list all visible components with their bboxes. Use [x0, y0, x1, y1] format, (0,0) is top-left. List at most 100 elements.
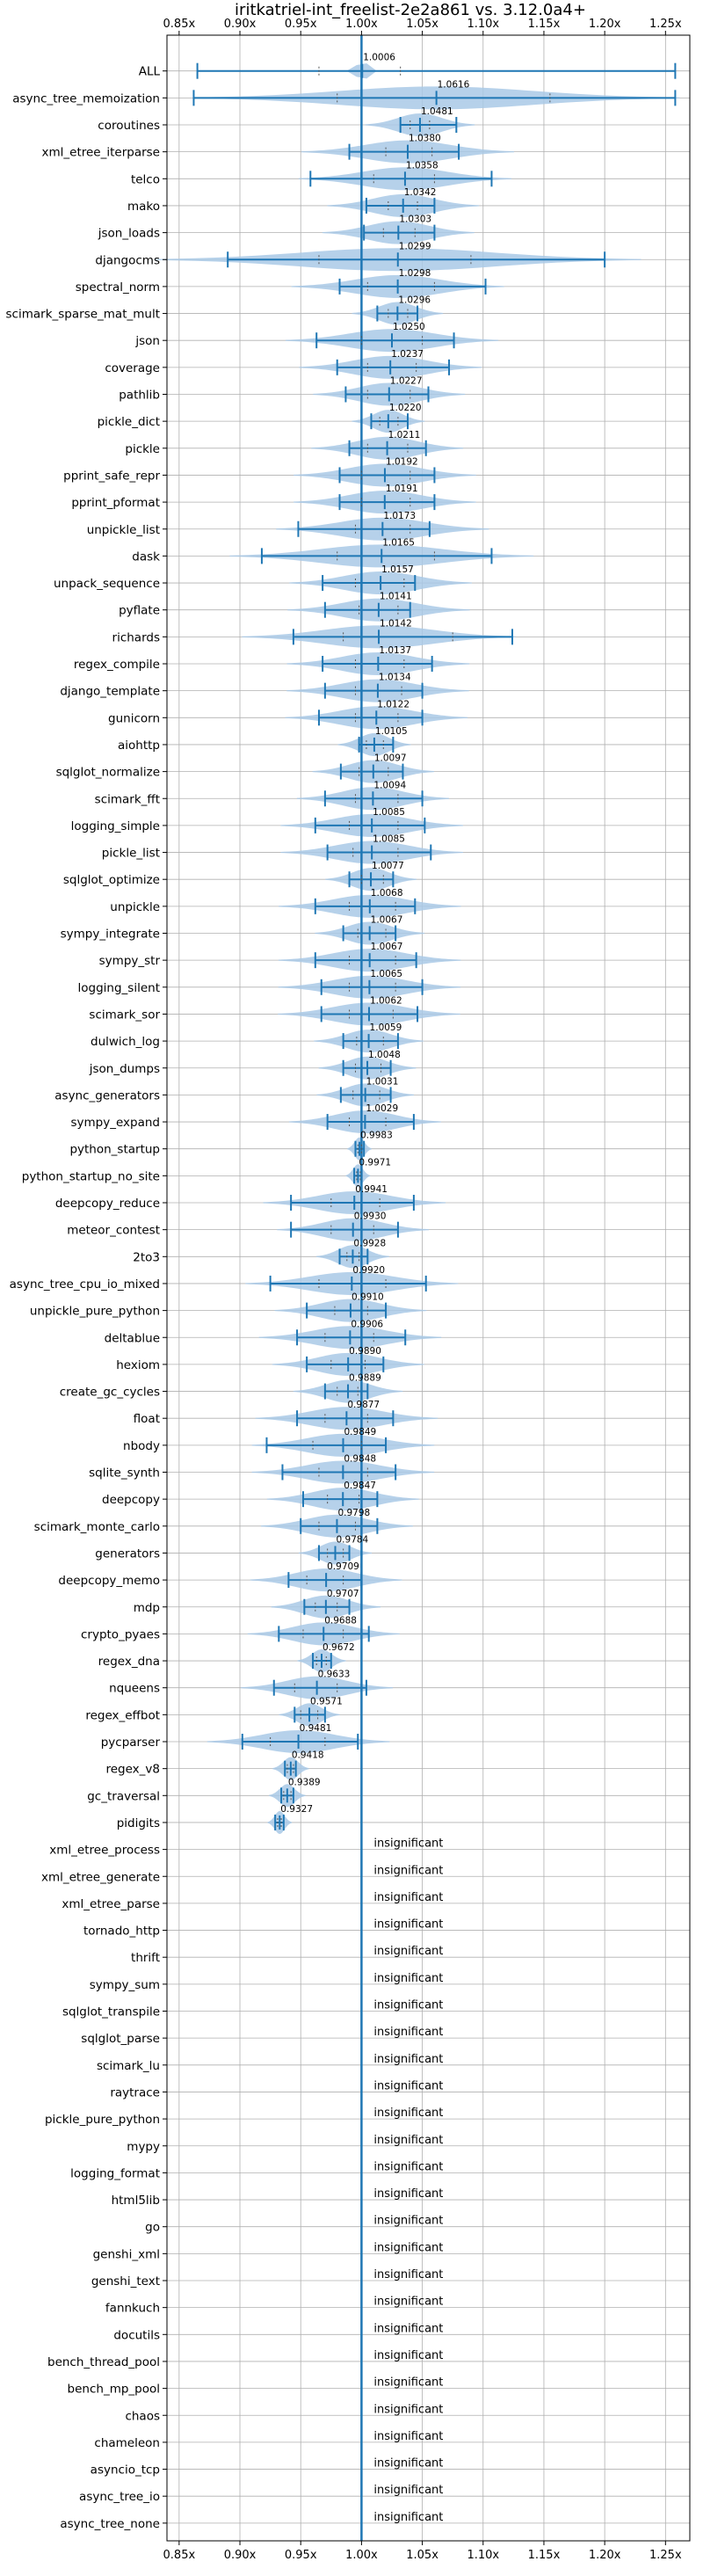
benchmark-label: chameleon — [94, 2436, 160, 2450]
insignificant-label: insignificant — [373, 2134, 443, 2147]
benchmark-label: docutils — [113, 2328, 160, 2342]
benchmark-label: fannkuch — [105, 2302, 160, 2316]
benchmark-label: mdp — [134, 1601, 160, 1615]
value-label: 1.0134 — [379, 673, 411, 683]
value-label: 1.0342 — [404, 187, 437, 198]
value-label: 1.0157 — [381, 564, 414, 575]
x-tick-label-top: 1.20x — [589, 18, 621, 31]
insignificant-label: insignificant — [373, 2026, 443, 2039]
x-tick-label-top: 0.85x — [163, 18, 196, 31]
benchmark-label: coverage — [105, 361, 160, 375]
insignificant-label: insignificant — [373, 1864, 443, 1877]
benchmark-label: pickle_pure_python — [45, 2113, 160, 2127]
insignificant-label: insignificant — [373, 2511, 443, 2524]
value-label: 0.9707 — [327, 1589, 359, 1599]
benchmark-label: unpack_sequence — [54, 577, 160, 591]
value-label: 1.0298 — [399, 268, 431, 279]
benchmark-label: async_tree_io — [79, 2490, 160, 2504]
benchmark-label: xml_etree_process — [49, 1844, 160, 1858]
value-label: 1.0227 — [390, 376, 423, 387]
benchmark-label: richards — [112, 630, 160, 644]
value-label: 0.9941 — [355, 1184, 388, 1195]
value-label: 0.9889 — [349, 1373, 381, 1384]
value-label: 0.9906 — [351, 1319, 383, 1329]
benchmark-label: crypto_pyaes — [81, 1627, 160, 1641]
insignificant-label: insignificant — [373, 2430, 443, 2443]
benchmark-label: json — [134, 334, 160, 348]
value-label: 0.9418 — [292, 1750, 324, 1761]
chart-title: iritkatriel-int_freelist-2e2a861 vs. 3.1… — [235, 1, 586, 19]
benchmark-label: pprint_safe_repr — [63, 469, 160, 483]
x-tick-label-top: 1.15x — [528, 18, 561, 31]
benchmark-label: logging_format — [70, 2166, 160, 2180]
benchmark-label: async_tree_cpu_io_mixed — [10, 1277, 160, 1292]
value-label: 1.0192 — [386, 456, 418, 467]
benchmark-label: sympy_str — [99, 954, 161, 968]
benchmark-label: telco — [131, 172, 160, 186]
value-label: 0.9784 — [337, 1534, 369, 1545]
benchmark-label: async_generators — [54, 1088, 160, 1102]
insignificant-label: insignificant — [373, 2322, 443, 2335]
benchmark-label: thrift — [131, 1951, 160, 1965]
value-label: 1.0481 — [421, 106, 453, 117]
benchmark-label: regex_dna — [98, 1655, 160, 1669]
insignificant-label: insignificant — [373, 1999, 443, 2012]
benchmark-label: logging_simple — [71, 819, 160, 833]
insignificant-label: insignificant — [373, 2107, 443, 2120]
label-layer: 1.0006 1.0616 1.0481 1.0380 1.0358 1.0342 1.03… — [280, 53, 469, 2524]
benchmark-label: hexiom — [116, 1358, 160, 1372]
benchmark-label: xml_etree_iterparse — [42, 146, 161, 160]
value-label: 1.0065 — [370, 969, 402, 979]
benchmark-label: mypy — [127, 2140, 160, 2154]
benchmark-label: pycparser — [101, 1736, 161, 1750]
insignificant-label: insignificant — [373, 2079, 443, 2092]
benchmark-label: async_tree_none — [60, 2517, 160, 2531]
benchmark-label: python_startup — [69, 1143, 160, 1157]
value-label: 0.9672 — [323, 1642, 355, 1653]
insignificant-label: insignificant — [373, 2053, 443, 2066]
benchmark-label: ALL — [139, 65, 161, 79]
value-label: 1.0059 — [370, 1022, 402, 1033]
benchmark-label: dask — [132, 549, 160, 564]
benchmark-label: regex_v8 — [105, 1763, 160, 1777]
benchmark-label: genshi_xml — [93, 2247, 160, 2261]
benchmark-label: deepcopy_reduce — [55, 1197, 160, 1211]
x-tick-label-top: 1.25x — [649, 18, 682, 31]
benchmark-label: aiohttp — [118, 739, 160, 753]
x-tick-label-top: 1.00x — [345, 18, 378, 31]
benchmark-label: djangocms — [95, 253, 160, 267]
insignificant-label: insignificant — [373, 2215, 443, 2228]
benchmark-label: pickle_dict — [98, 415, 160, 429]
value-label: 0.9877 — [347, 1400, 380, 1410]
benchmark-label: deepcopy_memo — [58, 1574, 160, 1588]
insignificant-label: insignificant — [373, 2160, 443, 2173]
insignificant-label: insignificant — [373, 2268, 443, 2281]
benchmark-label: mako — [127, 200, 160, 214]
benchmark-label: sympy_sum — [90, 1978, 160, 1992]
benchmark-label: python_startup_no_site — [22, 1169, 160, 1183]
value-label: 1.0358 — [406, 160, 438, 171]
value-label: 0.9571 — [310, 1696, 343, 1706]
value-label: 1.0250 — [393, 322, 425, 332]
value-label: 1.0006 — [363, 53, 395, 63]
benchmark-label: json_loads — [98, 227, 160, 241]
value-label: 1.0380 — [409, 134, 441, 144]
value-label: 1.0085 — [373, 807, 405, 818]
benchmark-label: sympy_integrate — [61, 928, 160, 942]
x-tick-label-top: 0.90x — [224, 18, 257, 31]
value-label: 0.9798 — [337, 1508, 370, 1518]
x-tick-label-bottom: 1.00x — [345, 2549, 378, 2562]
benchmark-label: xml_etree_parse — [62, 1897, 160, 1911]
x-tick-label-top: 1.05x — [406, 18, 438, 31]
value-label: 1.0165 — [382, 537, 415, 548]
value-label: 0.9481 — [300, 1723, 332, 1734]
value-label: 1.0094 — [373, 780, 406, 790]
insignificant-label: insignificant — [373, 2241, 443, 2254]
value-label: 0.9930 — [354, 1212, 387, 1222]
x-tick-label-bottom: 1.25x — [649, 2549, 682, 2562]
x-tick-label-bottom: 1.05x — [406, 2549, 438, 2562]
value-label: 0.9848 — [344, 1454, 376, 1465]
insignificant-label: insignificant — [373, 2403, 443, 2416]
benchmark-label: sqlite_synth — [89, 1466, 160, 1481]
